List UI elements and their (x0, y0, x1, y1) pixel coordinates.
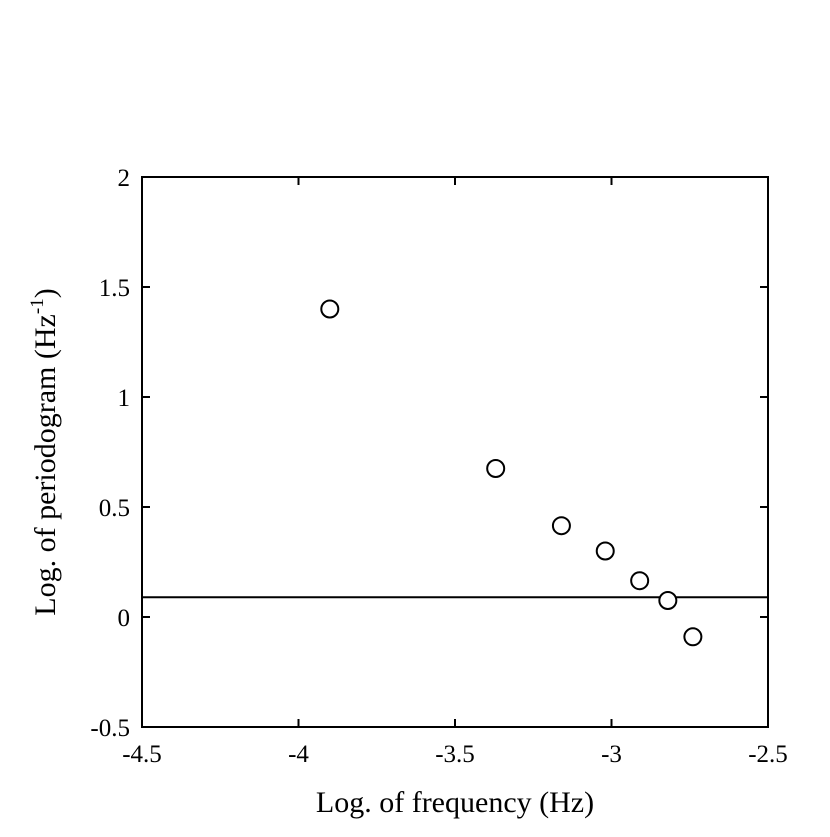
y-axis-title-main: Log. of periodogram (Hz (29, 314, 62, 616)
y-tick-label: 0 (118, 605, 131, 632)
data-point (683, 627, 703, 647)
data-point (595, 541, 615, 561)
x-tick-label: -4 (288, 741, 309, 768)
y-axis-title-superscript: -1 (27, 298, 48, 314)
x-tick-label: -4.5 (122, 741, 162, 768)
data-point (486, 459, 506, 478)
x-tick-label: -2.5 (748, 741, 788, 768)
y-axis-title-suffix: ) (29, 288, 62, 298)
data-point (658, 591, 678, 610)
x-tick-label: -3.5 (435, 741, 475, 768)
y-tick-label: -0.5 (90, 715, 130, 742)
y-tick-label: 1 (118, 385, 131, 412)
data-point (551, 516, 571, 536)
plot-frame (141, 176, 769, 728)
y-tick-label: 1.5 (99, 275, 130, 302)
data-point (630, 571, 650, 591)
y-tick-label: 0.5 (99, 495, 130, 522)
x-tick-label: -3 (601, 741, 622, 768)
data-points-layer (320, 299, 703, 647)
ticks-layer: -4.5 -4 -3.5 -3 -2.5 -0.5 0 0.5 1 1.5 2 (90, 165, 787, 768)
x-axis-title: Log. of frequency (Hz) (316, 786, 594, 819)
data-point (320, 299, 340, 319)
y-tick-label: 2 (118, 165, 131, 192)
y-axis-title: Log. of periodogram (Hz-1) (27, 288, 62, 615)
axes-layer (141, 176, 769, 728)
